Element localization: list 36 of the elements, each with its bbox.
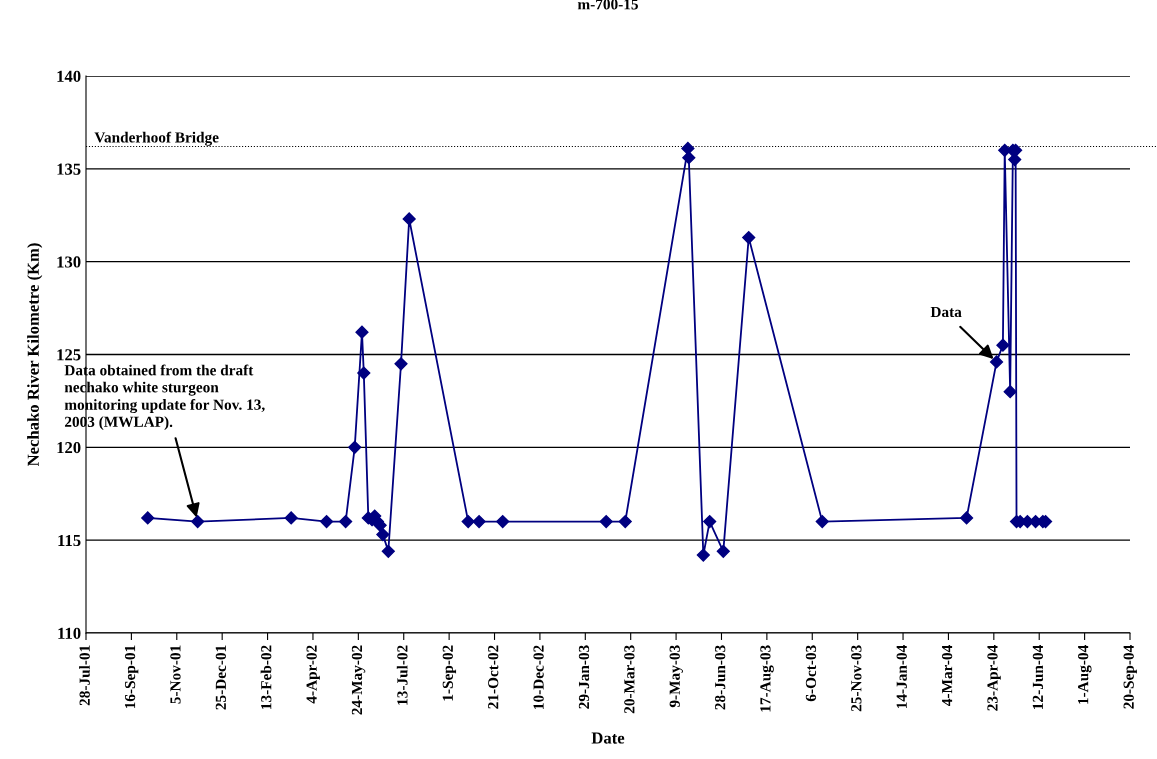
x-tick-label: 6-Oct-03 bbox=[805, 645, 817, 702]
y-tick-label: 125 bbox=[57, 349, 81, 361]
y-axis-title: Nechako River Kilometre (Km) bbox=[27, 243, 43, 467]
chart-title: m-700-15 bbox=[577, 0, 638, 10]
x-axis-title: Date bbox=[591, 732, 625, 744]
x-tick-label: 14-Jan-04 bbox=[896, 645, 907, 709]
x-tick-label: 23-Apr-04 bbox=[987, 645, 1001, 711]
ref-line-label: Vanderhoof Bridge bbox=[94, 131, 219, 146]
x-tick-label: 16-Sep-01 bbox=[124, 645, 139, 709]
y-tick-label: 135 bbox=[57, 163, 81, 175]
x-tick-label: 29-Jan-03 bbox=[578, 645, 590, 709]
x-tick-label: 4-Apr-02 bbox=[306, 645, 320, 704]
x-tick-label: 1-Aug-04 bbox=[1078, 645, 1092, 704]
x-tick-label: 12-Jun-04 bbox=[1032, 645, 1044, 709]
x-tick-label: 24-May-02 bbox=[351, 645, 366, 715]
y-tick-label: 120 bbox=[57, 442, 81, 454]
y-tick-label: 110 bbox=[58, 627, 81, 639]
x-tick-label: 20-Mar-03 bbox=[624, 645, 635, 714]
y-tick-label: 140 bbox=[57, 70, 81, 82]
x-tick-label: 5-Nov-01 bbox=[170, 645, 181, 704]
x-tick-label: 4-Mar-04 bbox=[941, 645, 953, 706]
x-tick-label: 13-Jul-02 bbox=[396, 645, 408, 705]
x-tick-label: 20-Sep-04 bbox=[1123, 645, 1137, 709]
y-tick-label: 115 bbox=[58, 534, 81, 547]
y-tick-label: 130 bbox=[57, 256, 81, 268]
x-tick-label: 28-Jun-03 bbox=[714, 645, 726, 710]
x-tick-label: 17-Aug-03 bbox=[760, 645, 774, 712]
x-tick-label: 9-May-03 bbox=[669, 645, 684, 708]
x-tick-label: 21-Oct-02 bbox=[488, 645, 499, 709]
x-tick-label: 25-Nov-03 bbox=[851, 645, 862, 712]
x-tick-label: 10-Dec-02 bbox=[533, 645, 544, 709]
x-tick-label: 1-Sep-02 bbox=[442, 645, 457, 701]
x-tick-label: 25-Dec-01 bbox=[215, 645, 226, 710]
x-tick-label: 28-Jul-01 bbox=[79, 645, 90, 706]
annotation: Data bbox=[930, 306, 962, 318]
x-tick-label: 13-Feb-02 bbox=[260, 645, 272, 709]
